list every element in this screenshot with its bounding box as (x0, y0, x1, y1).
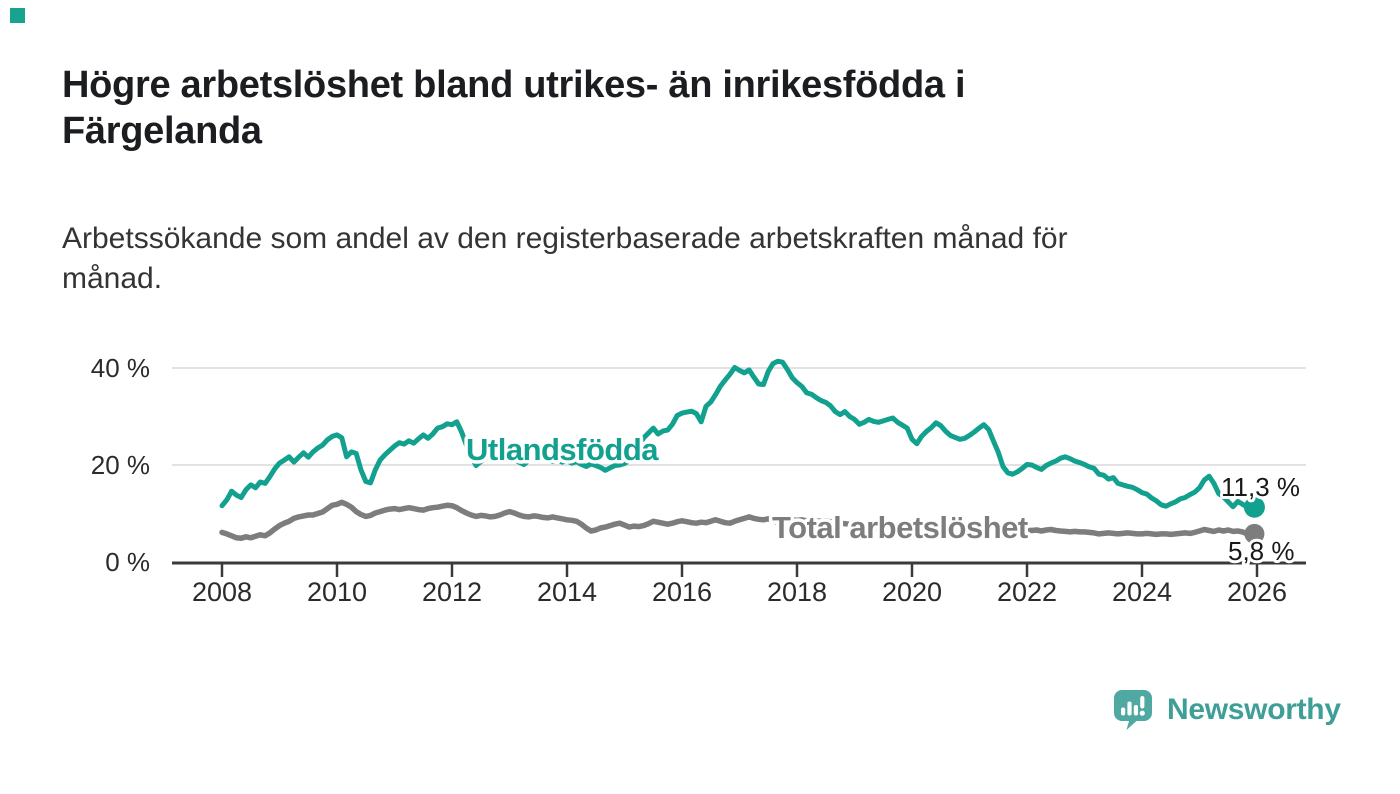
page-title-line1: Högre arbetslöshet bland utrikes- än inr… (62, 64, 966, 106)
x-tick-label-2016: 2016 (652, 577, 712, 607)
brand-corner-mark (10, 8, 25, 23)
chart-subtitle-line2: månad. (62, 262, 163, 295)
x-tick-label-2022: 2022 (997, 577, 1057, 607)
x-tick-label-2010: 2010 (307, 577, 367, 607)
chart-subtitle: Arbetssökande som andel av den registerb… (62, 219, 1068, 299)
chart-subtitle-line1: Arbetssökande som andel av den registerb… (62, 222, 1068, 255)
x-tick-label-2026: 2026 (1227, 577, 1287, 607)
x-tick-label-2012: 2012 (422, 577, 482, 607)
page-title: Högre arbetslöshet bland utrikes- än inr… (62, 62, 966, 154)
y-tick-label-0: 0 % (105, 547, 150, 577)
series-label-0: Utlandsfödda (466, 432, 659, 467)
page-title-line2: Färgelanda (62, 110, 262, 152)
x-tick-label-2008: 2008 (192, 577, 252, 607)
series-line-0 (219, 358, 1250, 510)
series-end-dot-1 (1244, 523, 1265, 544)
newsworthy-logo[interactable]: Newsworthy (1114, 690, 1341, 730)
series-end-value-0: 11,3 % (1221, 472, 1300, 502)
x-tick-label-2014: 2014 (537, 577, 597, 607)
newsworthy-speech-bubble-bar-chart-icon (1114, 690, 1152, 730)
series-end-dot-0 (1243, 496, 1265, 518)
series-line-1 (219, 499, 1251, 541)
y-tick-label-40: 40 % (91, 353, 150, 383)
x-tick-label-2020: 2020 (882, 577, 942, 607)
series-end-value-1: 5,8 % (1228, 536, 1295, 566)
newsworthy-logo-text: Newsworthy (1167, 693, 1341, 726)
y-tick-label-20: 20 % (91, 450, 150, 480)
x-tick-label-2024: 2024 (1112, 577, 1172, 607)
series-label-1: Total arbetslöshet (772, 510, 1028, 545)
x-tick-label-2018: 2018 (767, 577, 827, 607)
